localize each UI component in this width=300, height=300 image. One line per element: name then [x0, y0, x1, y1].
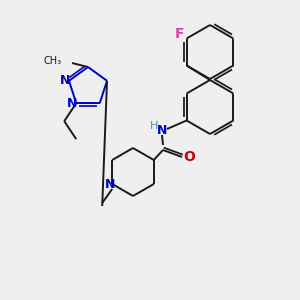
Text: F: F: [175, 28, 184, 41]
Text: O: O: [183, 150, 195, 164]
Text: N: N: [157, 124, 167, 136]
Text: N: N: [67, 97, 77, 110]
Text: N: N: [105, 178, 116, 190]
Text: CH₃: CH₃: [44, 56, 62, 66]
Text: H: H: [150, 121, 158, 131]
Text: N: N: [60, 74, 70, 87]
